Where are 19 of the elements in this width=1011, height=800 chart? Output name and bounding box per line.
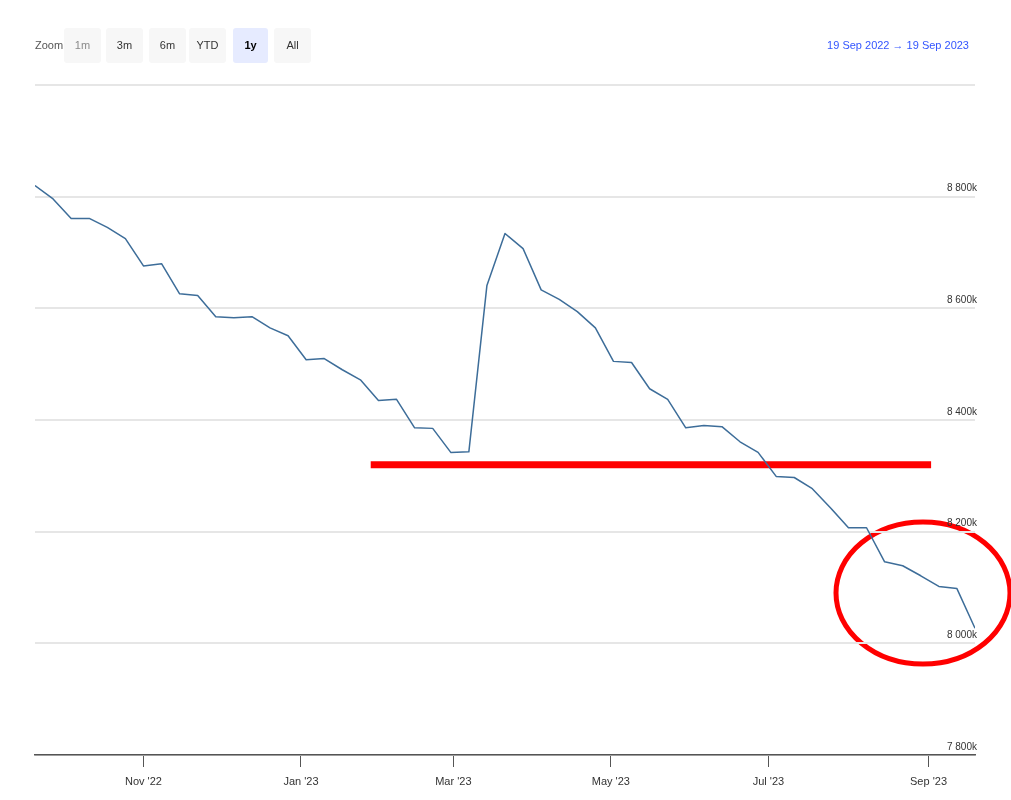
text: Zoom <box>35 39 64 51</box>
y-tick-label: 8 000k <box>946 629 978 641</box>
range-button[interactable]: 3m <box>106 28 143 63</box>
x-tick-label: Nov '22 <box>124 774 162 787</box>
y-tick-label: 8 600k <box>946 294 978 306</box>
y-tick-label: 7 800k <box>946 740 978 752</box>
y-tick-label: 8 200k <box>946 517 978 529</box>
y-tick-label: 8 400k <box>946 405 978 417</box>
x-tick-label: Mar '23 <box>435 774 472 787</box>
text: 19 Sep 2022 → 19 Sep 2023 <box>827 39 969 51</box>
x-tick-label: May '23 <box>591 774 630 787</box>
range-button[interactable]: 6m <box>149 28 186 63</box>
range-button[interactable]: All <box>274 28 311 63</box>
x-tick-label: Sep '23 <box>910 774 947 787</box>
range-button[interactable]: 1y <box>233 28 268 63</box>
x-tick-label: Jan '23 <box>283 774 319 787</box>
x-tick-label: Jul '23 <box>752 774 785 787</box>
range-button[interactable]: YTD <box>189 28 226 63</box>
y-tick-label: 8 800k <box>946 182 978 194</box>
